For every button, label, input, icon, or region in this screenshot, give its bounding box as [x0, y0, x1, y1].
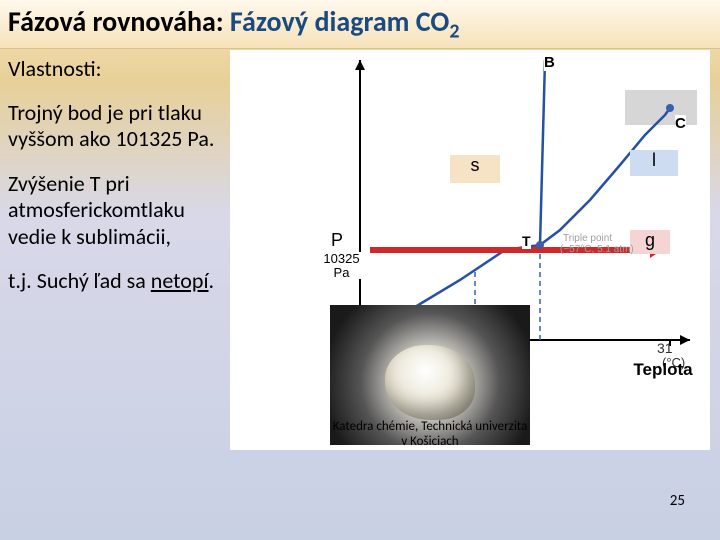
- title-bar: Fázová rovnováha: Fázový diagram CO2: [0, 0, 720, 49]
- properties-heading: Vlastnosti:: [8, 55, 218, 82]
- page-number: 25: [670, 492, 685, 510]
- phase-diagram: B C T s l g P 10325 Pa Triple point (−57…: [230, 50, 710, 450]
- title-sub: 2: [449, 20, 459, 44]
- paragraph-sublimation: Zvýšenie T pri atmosferickom​tla​ku vedi…: [8, 171, 218, 250]
- dry-ice-blob: [385, 345, 475, 420]
- label-pressure-axis: P: [325, 230, 349, 251]
- label-31: 31: [657, 340, 673, 356]
- left-column: Vlastnosti: Trojný bod je pri tlaku vyšš…: [8, 55, 218, 312]
- title-emph: Fázový diagram CO: [230, 4, 449, 39]
- label-point-b: B: [544, 54, 555, 71]
- label-triple-value: (−57°C, 5.1 atm): [560, 244, 634, 255]
- dryice-pre: t.j. Suchý ľad sa: [8, 267, 151, 294]
- label-atm-pressure: 10325 Pa: [314, 252, 369, 279]
- label-point-c: C: [675, 115, 686, 132]
- slide-title: Fázová rovnováha: Fázový diagram CO2: [8, 4, 712, 44]
- paragraph-dry-ice: t.j. Suchý ľad sa netopí.: [8, 268, 218, 294]
- label-liquid: l: [630, 150, 678, 176]
- label-triple-t: T: [522, 233, 531, 249]
- dryice-netopi: netopí: [151, 267, 209, 294]
- title-prefix: Fázová rovnováha:: [8, 4, 230, 39]
- paragraph-triple-point: Trojný bod je pri tlaku vyššom ako 10132…: [8, 100, 218, 153]
- label-teplota: Teplota: [623, 360, 703, 380]
- dryice-post: .: [209, 267, 215, 294]
- label-solid: s: [450, 155, 500, 183]
- label-gas: g: [630, 230, 670, 254]
- label-triple-text: Triple point: [563, 233, 612, 244]
- footer-department: Katedra chémie, Technická univerzita v K…: [330, 420, 530, 450]
